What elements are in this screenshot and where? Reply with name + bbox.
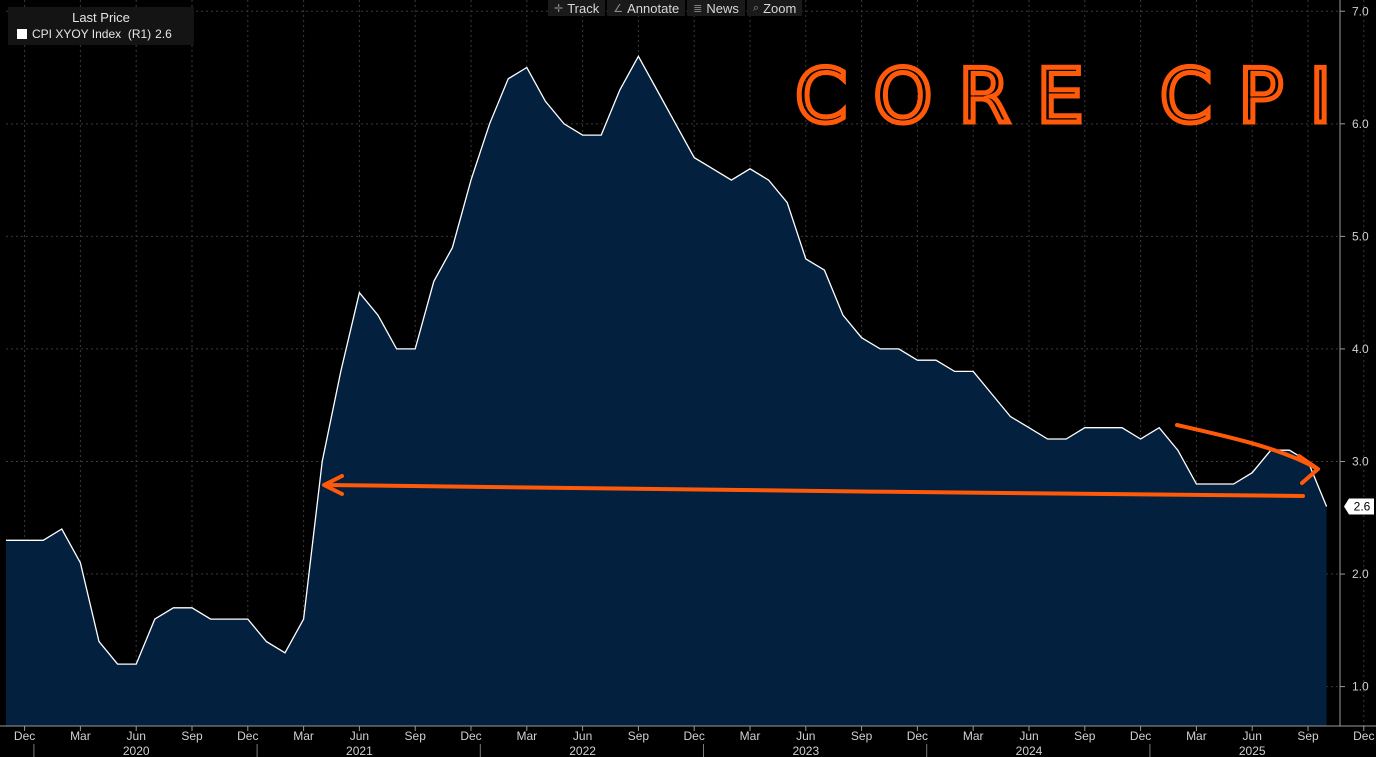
left-arrowhead — [322, 474, 344, 496]
annotate-button[interactable]: ∠ Annotate — [607, 0, 686, 16]
pencil-icon: ∠ — [613, 2, 624, 15]
x-year-label: 2023 — [792, 744, 819, 757]
x-axis: Dec Mar Jun Sep Dec Mar Jun Sep Dec Mar Jun Sep Dec M… — [0, 725, 1376, 757]
x-tick-label: Mar — [740, 729, 761, 743]
x-tick-label: Sep — [628, 729, 650, 743]
legend-entry[interactable]: CPI XYOY Index (R1) 2.6 — [17, 27, 172, 41]
x-tick-label: Dec — [237, 729, 258, 743]
y-axis: 7.0 6.0 5.0 4.0 3.0 2.0 1.0 — [1339, 0, 1369, 726]
news-icon: ≣ — [693, 2, 703, 15]
x-tick-label: Sep — [181, 729, 203, 743]
x-tick-label: Jun — [350, 729, 369, 743]
x-tick-label: Mar — [1186, 729, 1207, 743]
annotation-core-cpi: CORE CPI — [795, 52, 1357, 140]
x-year-label: 2020 — [123, 744, 150, 757]
last-value-flag — [1344, 498, 1374, 515]
handdrawn-annotation: CORE CPI — [322, 50, 1357, 498]
x-tick-label: Mar — [963, 729, 984, 743]
x-tick-label: Dec — [684, 729, 705, 743]
x-tick-label: Jun — [1019, 729, 1038, 743]
x-tick-label: Sep — [1074, 729, 1096, 743]
horizontal-arrow-line — [324, 483, 1305, 498]
last-value-marker: 2.6 — [1344, 498, 1374, 515]
x-tick-label: Dec — [907, 729, 928, 743]
x-year-label: 2025 — [1239, 744, 1266, 757]
y-tick-label: 3.0 — [1352, 454, 1369, 468]
y-tick-label: 4.0 — [1352, 342, 1369, 356]
news-button[interactable]: ≣ News — [687, 0, 745, 16]
x-tick-label: Dec — [460, 729, 481, 743]
chart-toolbar: ✛ Track ∠ Annotate ≣ News ⌕ Zoom — [548, 0, 803, 16]
x-tick-label: Sep — [405, 729, 427, 743]
crosshair-icon: ✛ — [554, 2, 564, 15]
down-trend-arrow-line — [1175, 423, 1318, 470]
x-tick-label: Sep — [851, 729, 873, 743]
magnifier-icon: ⌕ — [752, 1, 760, 14]
x-tick-label: Jun — [573, 729, 592, 743]
annotate-label: Annotate — [627, 0, 680, 16]
legend-series-label: CPI XYOY Index (R1) — [32, 27, 152, 41]
series-area — [6, 56, 1327, 727]
x-year-label: 2021 — [346, 744, 373, 757]
y-tick-label: 1.0 — [1352, 680, 1369, 694]
last-value-label: 2.6 — [1354, 500, 1371, 514]
zoom-label: Zoom — [763, 0, 797, 16]
x-year-label: 2022 — [569, 744, 596, 757]
chart-legend: Last Price CPI XYOY Index (R1) 2.6 — [8, 7, 194, 45]
legend-series-value: 2.6 — [155, 27, 172, 41]
y-tick-label: 2.0 — [1352, 567, 1369, 581]
track-label: Track — [567, 0, 600, 16]
x-tick-label: Dec — [1353, 729, 1374, 743]
x-tick-label: Dec — [1130, 729, 1151, 743]
x-year-label: 2024 — [1016, 744, 1043, 757]
news-label: News — [706, 0, 739, 16]
x-tick-label: Jun — [796, 729, 815, 743]
legend-swatch — [17, 29, 27, 39]
down-trend-arrowhead — [1297, 454, 1320, 485]
x-tick-label: Dec — [14, 729, 35, 743]
x-tick-label: Mar — [516, 729, 537, 743]
x-tick-label: Mar — [70, 729, 91, 743]
x-tick-label: Jun — [1243, 729, 1262, 743]
legend-header: Last Price — [72, 10, 130, 25]
track-button[interactable]: ✛ Track — [548, 0, 606, 16]
y-tick-label: 6.0 — [1352, 117, 1369, 131]
y-tick-label: 7.0 — [1352, 4, 1369, 18]
x-tick-label: Mar — [293, 729, 314, 743]
zoom-button[interactable]: ⌕ Zoom — [746, 0, 803, 16]
x-tick-label: Jun — [127, 729, 146, 743]
y-tick-label: 5.0 — [1352, 229, 1369, 243]
series-line — [6, 54, 1328, 665]
x-tick-label: Sep — [1297, 729, 1319, 743]
